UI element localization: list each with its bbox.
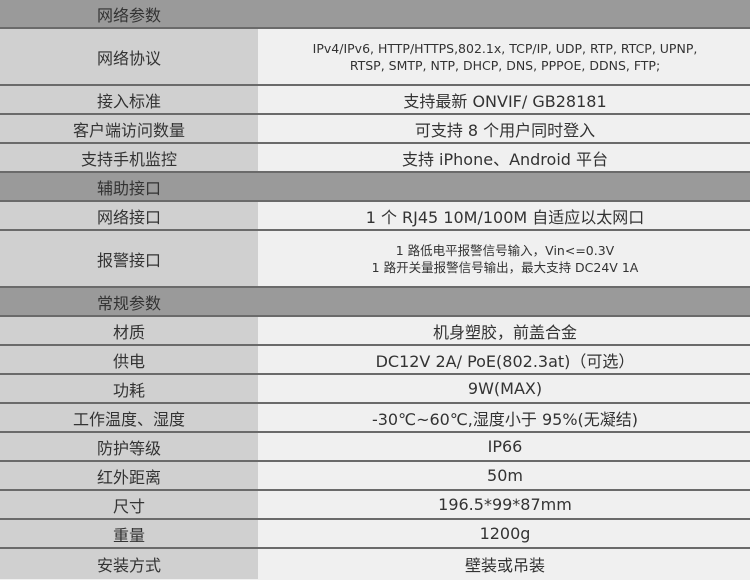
spec-value: 1200g	[260, 520, 750, 547]
spec-value-text: 机身塑胶，前盖合金	[432, 322, 577, 342]
spec-value-text: 196.5*99*87mm	[438, 495, 572, 514]
spec-row: 工作温度、湿度 -30℃~60℃,湿度小于 95%(无凝结)	[0, 404, 750, 433]
spec-row: 安装方式 壁装或吊装	[0, 549, 750, 579]
spec-value-text: 9W(MAX)	[467, 379, 543, 398]
spec-row: 报警接口 1 路低电平报警信号输入，Vin<=0.3V 1 路开关量报警信号输出，最…	[0, 231, 750, 288]
spec-value: DC12V 2A/ PoE(802.3at)（可选）	[260, 346, 750, 373]
section-title: 辅助接口	[96, 178, 161, 198]
spec-label: 网络接口	[0, 202, 258, 229]
spec-value-text: 可支持 8 个用户同时登入	[414, 120, 596, 140]
spec-row: 网络接口 1 个 RJ45 10M/100M 自适应以太网口	[0, 202, 750, 231]
spec-row: 尺寸 196.5*99*87mm	[0, 491, 750, 520]
spec-row: 接入标准 支持最新 ONVIF/ GB28181	[0, 86, 750, 115]
spec-label: 重量	[0, 520, 258, 547]
spec-value: -30℃~60℃,湿度小于 95%(无凝结)	[260, 404, 750, 431]
section-header: 常规参数	[0, 288, 750, 317]
spec-value: 支持 iPhone、Android 平台	[260, 144, 750, 171]
spec-value: IP66	[260, 433, 750, 460]
spec-row: 网络协议 IPv4/IPv6, HTTP/HTTPS,802.1x, TCP/IP…	[0, 29, 750, 86]
spec-value-text: 1 个 RJ45 10M/100M 自适应以太网口	[365, 207, 645, 227]
spec-value-line: 1 路开关量报警信号输出，最大支持 DC24V 1A	[371, 259, 639, 275]
section-header: 辅助接口	[0, 173, 750, 202]
spec-label: 功耗	[0, 375, 258, 402]
section-spacer	[260, 288, 750, 315]
spec-value: 50m	[260, 462, 750, 489]
spec-label: 客户端访问数量	[0, 115, 258, 142]
spec-row: 支持手机监控 支持 iPhone、Android 平台	[0, 144, 750, 173]
spec-row: 供电 DC12V 2A/ PoE(802.3at)（可选）	[0, 346, 750, 375]
spec-label: 报警接口	[0, 231, 258, 286]
spec-value-text: 1200g	[479, 524, 531, 543]
spec-row: 红外距离 50m	[0, 462, 750, 491]
section-title: 常规参数	[96, 293, 161, 313]
spec-value: 1 路低电平报警信号输入，Vin<=0.3V 1 路开关量报警信号输出，最大支持 …	[260, 231, 750, 286]
spec-value: 壁装或吊装	[260, 549, 750, 579]
section-spacer	[260, 0, 750, 27]
spec-label: 尺寸	[0, 491, 258, 518]
spec-row: 重量 1200g	[0, 520, 750, 549]
spec-value-text: 支持最新 ONVIF/ GB28181	[403, 91, 607, 111]
section-header: 网络参数	[0, 0, 750, 29]
spec-row: 材质 机身塑胶，前盖合金	[0, 317, 750, 346]
spec-value-text: 支持 iPhone、Android 平台	[401, 149, 609, 169]
spec-row: 客户端访问数量 可支持 8 个用户同时登入	[0, 115, 750, 144]
spec-label: 供电	[0, 346, 258, 373]
spec-value: IPv4/IPv6, HTTP/HTTPS,802.1x, TCP/IP, UD…	[260, 29, 750, 84]
spec-value-text: -30℃~60℃,湿度小于 95%(无凝结)	[371, 409, 639, 429]
spec-label: 安装方式	[0, 549, 258, 579]
spec-value: 可支持 8 个用户同时登入	[260, 115, 750, 142]
spec-label: 支持手机监控	[0, 144, 258, 171]
spec-label: 防护等级	[0, 433, 258, 460]
spec-value-text: DC12V 2A/ PoE(802.3at)（可选）	[375, 351, 635, 371]
spec-value: 支持最新 ONVIF/ GB28181	[260, 86, 750, 113]
spec-label: 接入标准	[0, 86, 258, 113]
spec-value-text: 50m	[487, 466, 523, 485]
spec-row: 防护等级 IP66	[0, 433, 750, 462]
spec-value-line: IPv4/IPv6, HTTP/HTTPS,802.1x, TCP/IP, UD…	[312, 40, 698, 56]
spec-value-line: RTSP, SMTP, NTP, DHCP, DNS, PPPOE, DDNS,…	[349, 57, 661, 73]
spec-value: 196.5*99*87mm	[260, 491, 750, 518]
spec-label: 红外距离	[0, 462, 258, 489]
spec-value: 机身塑胶，前盖合金	[260, 317, 750, 344]
spec-label: 网络协议	[0, 29, 258, 84]
spec-label: 工作温度、湿度	[0, 404, 258, 431]
spec-row: 功耗 9W(MAX)	[0, 375, 750, 404]
spec-label: 材质	[0, 317, 258, 344]
spec-value-line: 1 路低电平报警信号输入，Vin<=0.3V	[395, 242, 615, 258]
section-title: 网络参数	[96, 5, 161, 25]
spec-value-text: IP66	[487, 437, 523, 456]
spec-value: 9W(MAX)	[260, 375, 750, 402]
spec-value: 1 个 RJ45 10M/100M 自适应以太网口	[260, 202, 750, 229]
section-spacer	[260, 173, 750, 200]
spec-value-text: 壁装或吊装	[464, 556, 545, 575]
